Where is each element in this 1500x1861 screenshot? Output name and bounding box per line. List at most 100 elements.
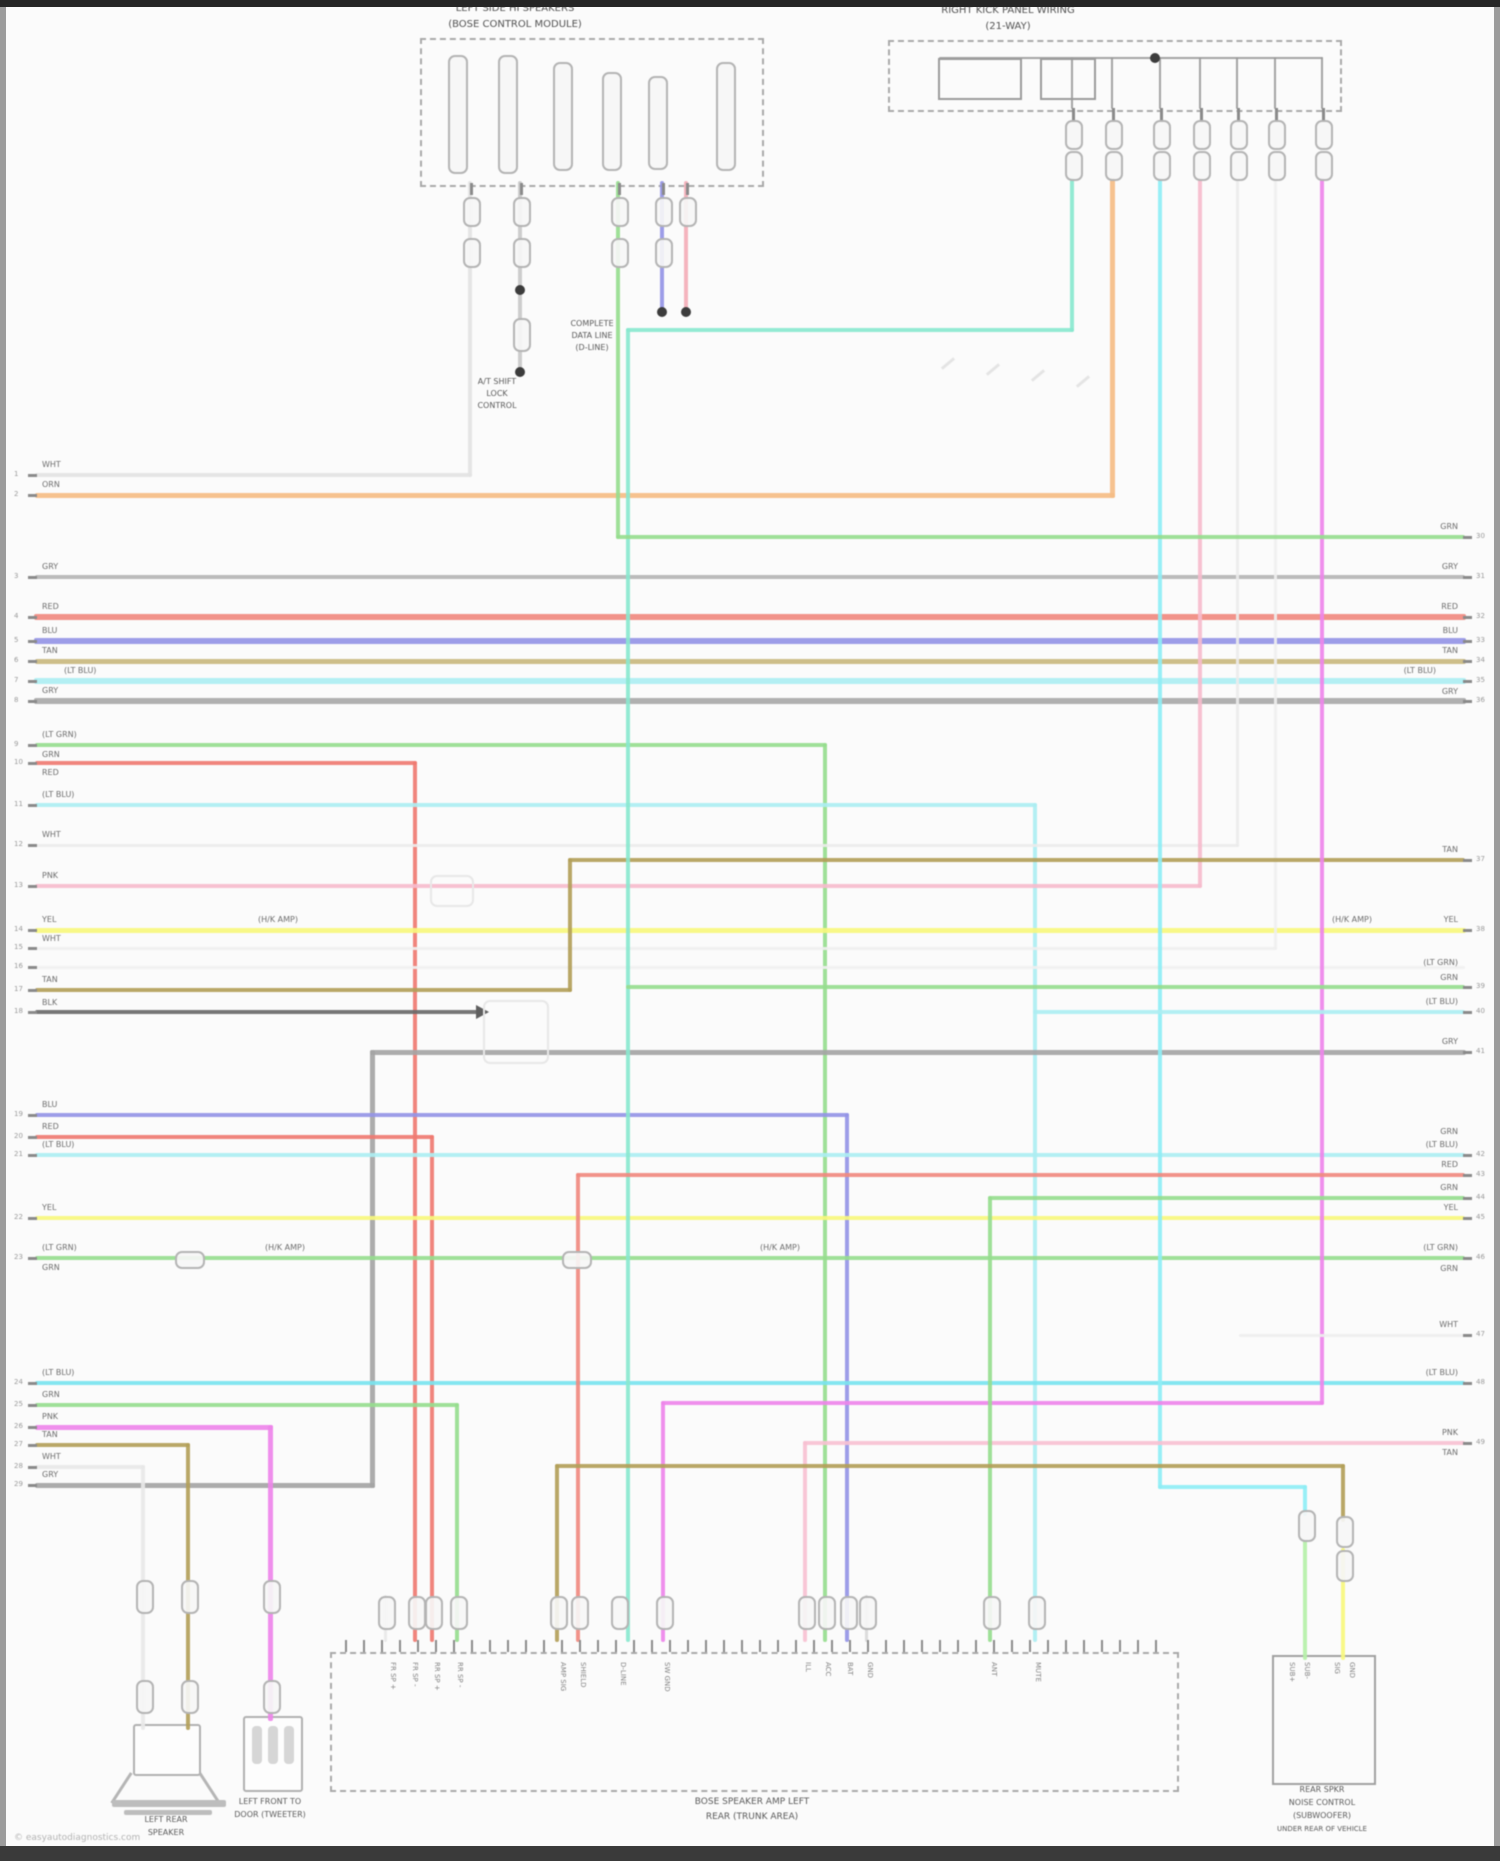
pin-number: 41 <box>1476 1047 1485 1055</box>
pin-tick <box>662 183 665 195</box>
connector-pin-label: FR SP + <box>389 1662 397 1690</box>
connector-capsule <box>562 1251 592 1269</box>
left-pin-tick <box>28 762 37 765</box>
tweeter-pin-1 <box>252 1726 262 1764</box>
connector-capsule <box>378 1596 396 1630</box>
wire-label: (LT BLU) <box>1425 1368 1458 1377</box>
connector-capsule <box>1105 151 1123 181</box>
right-pin-tick <box>1463 640 1472 643</box>
wire-label: RED <box>1441 1160 1458 1169</box>
connector-capsule <box>648 76 668 170</box>
wire-blu-bus <box>34 638 1466 644</box>
connector-capsule <box>655 238 673 268</box>
wire-mag-long <box>661 1401 665 1642</box>
pin-number: 49 <box>1476 1438 1485 1446</box>
pin-tick <box>363 1640 365 1652</box>
connector-capsule <box>1065 120 1083 150</box>
wire-tl-grn <box>616 181 620 539</box>
pin-tick <box>777 1640 779 1652</box>
pin-tick <box>686 183 689 195</box>
wire-ltblu-drop <box>35 803 1037 807</box>
left-pin-tick <box>28 640 37 643</box>
wire-label: GRY <box>1441 687 1458 696</box>
connector-capsule <box>656 1596 674 1630</box>
right-pin-tick <box>1463 1257 1472 1260</box>
pin-tick <box>723 1640 725 1652</box>
pin-number: 13 <box>14 881 23 889</box>
wire-mint-from-box <box>1070 178 1074 332</box>
wire-grn-main-2 <box>35 1256 1465 1260</box>
pin-tick <box>813 1640 815 1652</box>
tweeter-pin-3 <box>284 1726 294 1764</box>
pin-number: 8 <box>14 696 19 704</box>
right-pin-tick <box>1463 859 1472 862</box>
pin-tick <box>345 1640 347 1652</box>
pin-tick <box>1322 108 1325 120</box>
wire-label: (H/K AMP) <box>258 915 298 924</box>
connector-pin-label: SHIELD <box>579 1662 587 1688</box>
wire-pnk-right <box>803 1441 1465 1445</box>
wire-label: GRN <box>42 1390 60 1399</box>
right-pin-tick <box>1463 1382 1472 1385</box>
pin-tick <box>1119 1640 1121 1652</box>
shift-lock-note-2: LOCK <box>486 389 508 398</box>
left-pin-tick <box>28 494 37 497</box>
connector-capsule <box>550 1596 568 1630</box>
speaker-body <box>133 1724 201 1776</box>
connector-capsule <box>818 1596 836 1630</box>
left-pin-tick <box>28 1011 37 1014</box>
pin-number: 29 <box>14 1480 23 1488</box>
wire-label: (LT BLU) <box>1425 1140 1458 1149</box>
pin-tick <box>1237 108 1240 120</box>
wire-mag-long <box>661 1401 1324 1405</box>
pin-number: 21 <box>14 1150 23 1158</box>
right-pin-tick <box>1463 1197 1472 1200</box>
right-module-label-2: NOISE CONTROL <box>1288 1798 1356 1807</box>
connector-capsule <box>1230 120 1248 150</box>
ghost-mark <box>940 357 956 370</box>
wire-label: RED <box>42 1122 59 1131</box>
top-left-module-box <box>420 38 764 187</box>
pin-number: 23 <box>14 1253 23 1261</box>
wire-tan-right <box>555 1464 1345 1468</box>
right-pin-tick <box>1463 700 1472 703</box>
pin-tick <box>669 1640 671 1652</box>
connector-capsule <box>463 197 481 227</box>
pin-tick <box>849 1640 851 1652</box>
wire-wht-ghost-1 <box>1235 178 1239 847</box>
wire-label: GRN <box>42 1263 60 1272</box>
connector-capsule <box>1315 120 1333 150</box>
wire-grn-right-2 <box>988 1196 992 1642</box>
pin-number: 3 <box>14 572 19 580</box>
pin-tick <box>1072 108 1075 120</box>
wire-label: GRY <box>42 1470 59 1479</box>
pin-number: 45 <box>1476 1213 1485 1221</box>
pin-number: 43 <box>1476 1170 1485 1178</box>
wire-mag-tweeter <box>34 1424 273 1430</box>
left-pin-tick <box>28 929 37 932</box>
right-pin-tick <box>1463 680 1472 683</box>
tweeter-label-2: DOOR (TWEETER) <box>234 1810 306 1819</box>
left-pin-tick <box>28 1114 37 1117</box>
wire-orn-main <box>1109 177 1115 498</box>
wire-label: GRY <box>42 686 59 695</box>
pin-number: 18 <box>14 1007 23 1015</box>
connector-pin-label: RR SP - <box>456 1662 464 1688</box>
connector-capsule <box>136 1580 154 1614</box>
wire-label: RED <box>42 602 59 611</box>
connector-capsule <box>1230 151 1248 181</box>
connector-capsule <box>840 1596 858 1630</box>
connector-capsule <box>859 1596 877 1630</box>
wire-tan-right <box>1341 1464 1345 1522</box>
pin-tick <box>957 1640 959 1652</box>
left-pin-tick <box>28 989 37 992</box>
pin-tick <box>939 1640 941 1652</box>
pin-tick <box>561 1640 563 1652</box>
wire-label: PNK <box>42 871 59 880</box>
wire-grn-long <box>823 743 827 1642</box>
right-pin-tick <box>1463 1174 1472 1177</box>
wire-wht-speaker <box>35 1465 145 1469</box>
frame-bottom <box>0 1846 1500 1861</box>
bottom-amp-connector-box <box>330 1652 1179 1792</box>
right-pin-tick <box>1463 1334 1472 1337</box>
